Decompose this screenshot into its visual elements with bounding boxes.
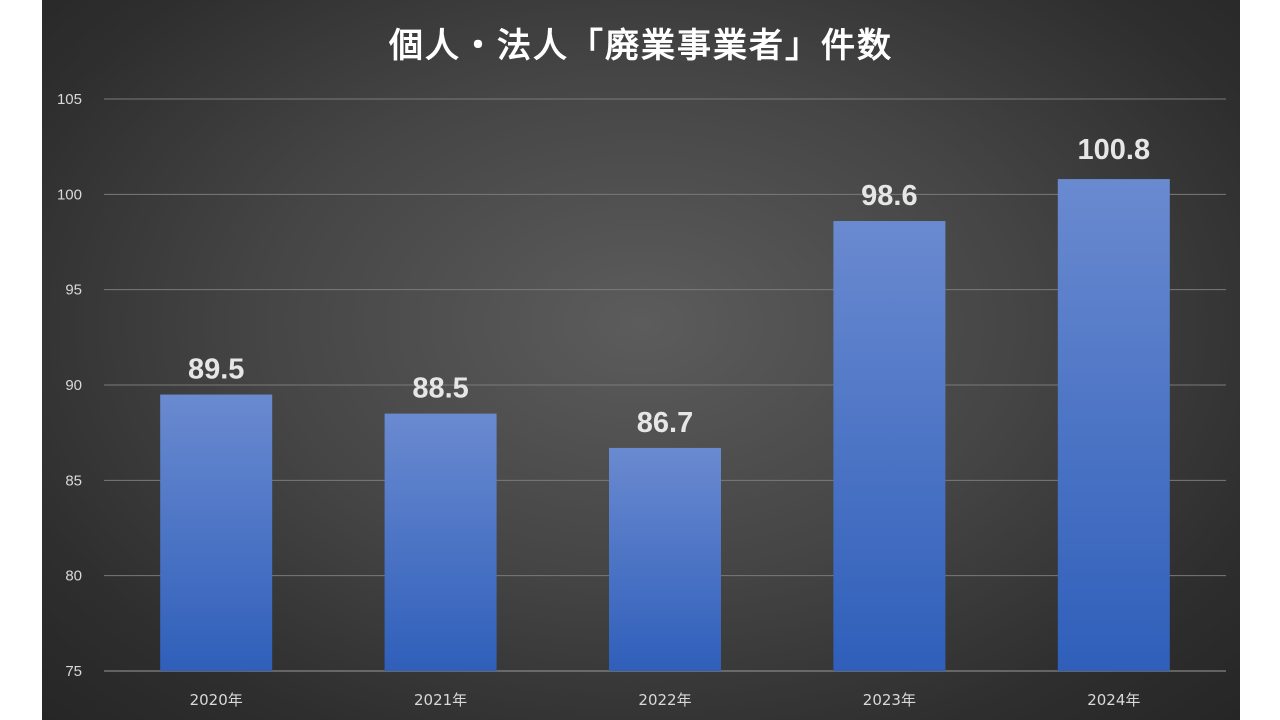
bars: [160, 179, 1170, 671]
x-tick-label: 2021年: [414, 691, 467, 709]
chart-panel: 個人・法人「廃業事業者」件数 75 80 85 90 95 100 105 89.5 88.5…: [42, 0, 1240, 720]
bar-2021年: [384, 413, 497, 671]
y-axis-ticks: 75 80 85 90 95 100 105: [57, 91, 82, 680]
bar-2023年: [833, 221, 946, 671]
data-labels: 89.5 88.5 86.7 98.6 100.8: [188, 134, 1150, 439]
x-tick-label: 2020年: [190, 691, 243, 709]
y-tick-label: 95: [65, 282, 82, 299]
y-tick-label: 100: [57, 186, 82, 203]
data-label: 100.8: [1078, 134, 1151, 166]
bar-2022年: [609, 447, 721, 671]
bar-2024年: [1057, 179, 1170, 671]
y-tick-label: 75: [65, 663, 82, 680]
data-label: 86.7: [637, 407, 693, 439]
x-tick-label: 2024年: [1087, 691, 1140, 709]
x-axis-ticks: 2020年 2021年 2022年 2023年 2024年: [190, 691, 1141, 709]
y-tick-label: 85: [65, 472, 82, 489]
y-tick-label: 90: [65, 377, 82, 394]
bar-chart: 75 80 85 90 95 100 105 89.5 88.5 86.7 98.6 100.8 2…: [57, 91, 1226, 709]
y-tick-label: 80: [65, 568, 82, 585]
data-label: 98.6: [861, 180, 917, 212]
y-tick-label: 105: [57, 91, 82, 108]
data-label: 89.5: [188, 354, 244, 386]
bar-2020年: [160, 394, 273, 671]
x-tick-label: 2023年: [863, 691, 916, 709]
chart-title: 個人・法人「廃業事業者」件数: [389, 26, 893, 66]
data-label: 88.5: [412, 373, 468, 405]
x-tick-label: 2022年: [638, 691, 691, 709]
